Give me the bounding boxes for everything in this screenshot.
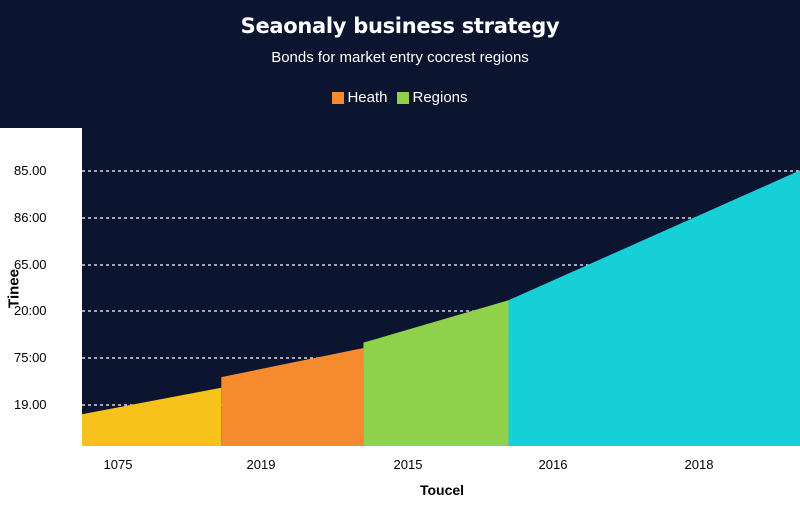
area-segment-3 (363, 300, 509, 446)
legend-swatch-regions (397, 91, 410, 104)
legend: Heath Regions (0, 89, 800, 106)
y-tick-label: 85.00 (14, 163, 47, 178)
plot-area (82, 170, 800, 446)
x-tick-label: 2018 (684, 457, 714, 472)
legend-label-heath: Heath (347, 89, 388, 106)
x-tick-label: 2019 (246, 457, 276, 472)
y-tick-label: 65.00 (14, 257, 47, 272)
area-segment-1 (82, 387, 222, 446)
legend-label-regions: Regions (412, 89, 468, 106)
legend-swatch-heath (332, 91, 345, 104)
x-tick-label: 1075 (103, 457, 133, 472)
y-tick-label: 86:00 (14, 210, 47, 225)
x-tick-label: 2015 (393, 457, 423, 472)
area-segment-2 (221, 347, 364, 446)
y-tick-label: 20:00 (14, 303, 47, 318)
chart-title: Seaonaly business strategy (240, 14, 560, 38)
x-axis-label: Toucel (419, 482, 465, 498)
x-axis-panel (0, 446, 800, 512)
y-tick-label: 19.00 (14, 397, 47, 412)
legend-item-regions: Regions (397, 89, 468, 106)
legend-item-heath: Heath (332, 89, 387, 106)
area-segments (82, 170, 800, 446)
y-tick-label: 75:00 (14, 350, 47, 365)
x-tick-label: 2016 (538, 457, 568, 472)
chart-subtitle: Bonds for market entry cocrest regions (271, 49, 529, 66)
area-segment-4 (508, 170, 800, 446)
y-axis-panel (0, 128, 82, 446)
